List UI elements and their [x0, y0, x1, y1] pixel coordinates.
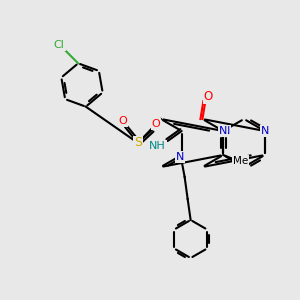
Text: O: O [204, 91, 213, 103]
Text: N: N [176, 152, 184, 162]
Text: Cl: Cl [54, 40, 64, 50]
Text: O: O [152, 119, 160, 129]
Text: S: S [134, 136, 142, 149]
Text: N: N [261, 126, 269, 136]
Text: Me: Me [232, 156, 248, 166]
Text: N: N [219, 126, 227, 136]
Text: O: O [118, 116, 127, 126]
Text: N: N [222, 126, 230, 136]
Text: NH: NH [149, 141, 166, 151]
